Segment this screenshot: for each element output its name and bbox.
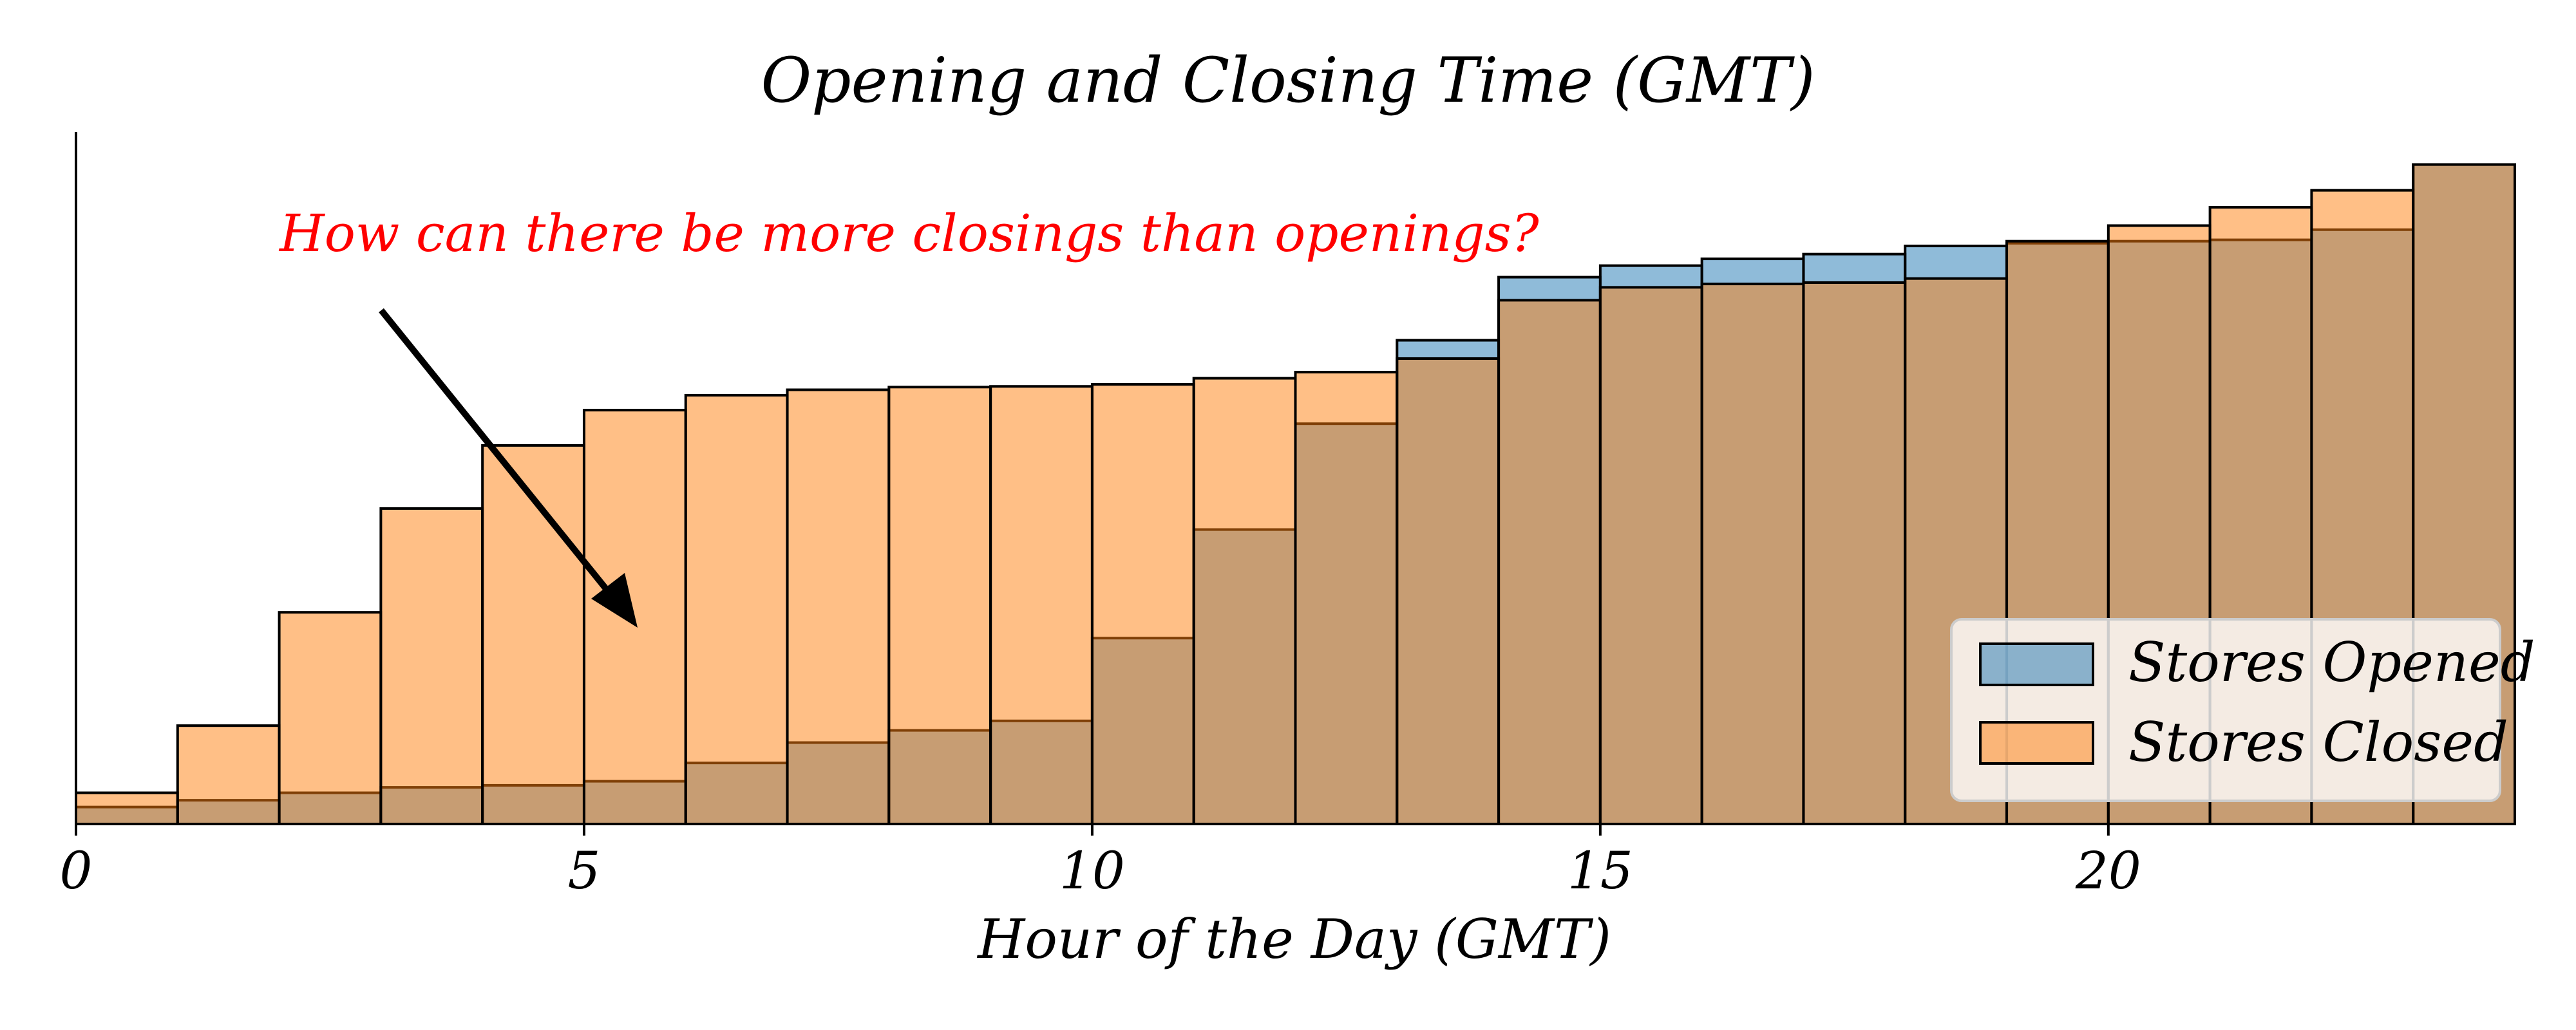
bars-layer: [75, 163, 2516, 826]
bar-stores-closed-11: [1192, 377, 1297, 825]
bar-stores-closed-0: [75, 791, 179, 826]
x-tick-label-20: 20: [2075, 841, 2141, 901]
bar-stores-closed-13: [1396, 357, 1501, 825]
legend-swatch-stores-opened: [1979, 642, 2094, 686]
x-tick-label-15: 15: [1567, 841, 1633, 901]
legend-swatch-stores-closed: [1979, 721, 2094, 765]
bar-stores-closed-14: [1497, 299, 1602, 825]
x-tick-label-5: 5: [568, 841, 601, 901]
x-tick-label-0: 0: [60, 841, 93, 901]
legend: Stores Opened Stores Closed: [1950, 618, 2535, 802]
bar-stores-closed-15: [1598, 286, 1703, 826]
bar-stores-closed-16: [1700, 283, 1805, 825]
bar-stores-closed-8: [887, 386, 992, 825]
bar-stores-closed-1: [176, 724, 281, 826]
bar-stores-closed-12: [1294, 371, 1399, 825]
x-axis-label: Hour of the Day (GMT): [976, 908, 1611, 971]
bar-stores-closed-6: [684, 393, 789, 825]
annotation-text: How can there be more closings than open…: [278, 203, 1540, 263]
legend-label-stores-opened: Stores Opened: [2128, 631, 2535, 694]
annotation: How can there be more closings than open…: [278, 203, 1540, 628]
bar-stores-closed-17: [1802, 281, 1907, 825]
annotation-arrow-head: [591, 573, 638, 628]
legend-label-stores-closed: Stores Closed: [2128, 711, 2508, 774]
x-tick-label-10: 10: [1059, 841, 1125, 901]
bar-stores-closed-2: [278, 611, 383, 825]
bar-stores-closed-9: [989, 385, 1094, 825]
axes-layer: 0 5 10 15 20: [60, 132, 2515, 901]
bar-stores-closed-7: [786, 388, 891, 825]
bar-stores-closed-10: [1090, 383, 1195, 825]
chart-title: Opening and Closing Time (GMT): [761, 44, 1815, 117]
bar-stores-closed-4: [481, 444, 585, 825]
annotation-arrow-line: [379, 308, 618, 603]
bar-stores-closed-3: [379, 507, 484, 825]
